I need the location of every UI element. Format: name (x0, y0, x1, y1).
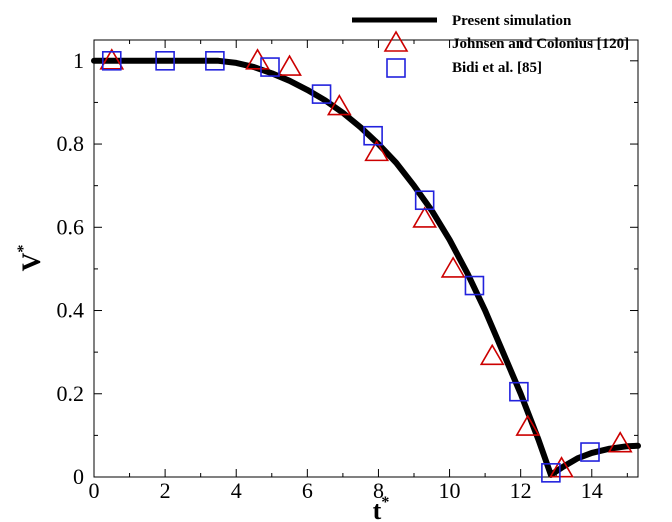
y-tick-label: 0.2 (57, 381, 85, 406)
x-tick-label: 0 (89, 478, 100, 503)
x-tick-label: 10 (439, 478, 461, 503)
johnsen-colonius-point (412, 206, 438, 228)
legend-triangle-marker (383, 30, 409, 52)
y-tick-label: 0.8 (57, 131, 85, 156)
bidi-point (205, 51, 225, 71)
x-axis: 0 2 4 6 8 10 12 14 (89, 40, 628, 503)
johnsen-colonius-point (99, 48, 125, 70)
y-axis: 0 0.2 0.4 0.6 0.8 1 (57, 48, 638, 489)
x-axis-title: t* (373, 494, 390, 522)
johnsen-colonius-point (277, 54, 302, 76)
johnsen-colonius-point (440, 256, 466, 278)
plot-area-border (93, 39, 639, 478)
legend-square-marker (386, 58, 406, 78)
present-simulation-line (91, 57, 641, 478)
johnsen-colonius-point (515, 414, 541, 436)
legend-label-johnsen-colonius: Johnsen and Colonius [120] (452, 36, 629, 52)
johnsen-colonius-point (607, 431, 633, 453)
x-tick-label: 8 (373, 478, 384, 503)
y-tick-label: 0 (73, 464, 84, 489)
x-tick-label: 2 (160, 478, 171, 503)
legend: Present simulation Johnsen and Colonius … (352, 13, 629, 78)
bidi-point (414, 190, 435, 211)
series-layer (91, 48, 641, 483)
y-tick-label: 0.4 (57, 298, 85, 323)
x-tick-label: 12 (510, 478, 532, 503)
legend-label-bidi: Bidi et al. [85] (452, 60, 542, 76)
bidi-point (509, 381, 529, 402)
plot-frame (93, 39, 639, 478)
x-tick-label: 14 (581, 478, 603, 503)
johnsen-colonius-point (549, 456, 574, 478)
bidi-point (155, 51, 175, 71)
x-tick-label: 6 (302, 478, 313, 503)
bidi-point (260, 57, 280, 77)
johnsen-colonius-point (326, 93, 352, 116)
bidi-point (580, 442, 600, 462)
bidi-point (101, 51, 122, 71)
legend-label-present-simulation: Present simulation (452, 13, 572, 29)
y-axis-title: V* (15, 245, 46, 272)
y-tick-label: 0.6 (57, 214, 85, 239)
bidi-point (464, 275, 485, 296)
bidi-point (311, 84, 332, 104)
x-tick-label: 4 (231, 478, 242, 503)
johnsen-colonius-point (364, 139, 390, 162)
bidi-point (541, 463, 561, 483)
y-tick-label: 1 (73, 48, 84, 73)
johnsen-colonius-point (245, 48, 270, 70)
johnsen-colonius-point (479, 343, 505, 366)
bidi-point (363, 125, 383, 146)
